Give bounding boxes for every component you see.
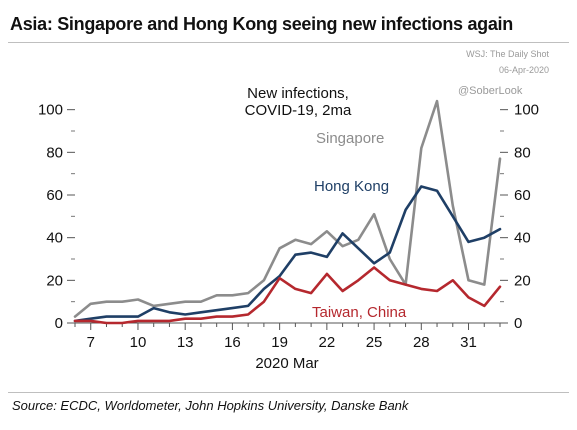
series-line-taiwan-china [73,266,502,325]
chart-labels: New infections, COVID-19, 2ma @SoberLook… [245,85,523,372]
y-tick-label-right: 80 [514,144,531,161]
x-tick-label: 10 [130,334,147,351]
x-tick-label: 22 [319,334,336,351]
y-tick-label-right: 0 [514,315,522,332]
y-tick-label-left: 20 [46,272,63,289]
chart-title: Asia: Singapore and Hong Kong seeing new… [10,14,513,34]
y-tick-label-right: 60 [514,187,531,204]
chart-subtitle-line-1: New infections, [247,85,349,102]
series-label-singapore: Singapore [316,130,384,147]
series-label-taiwan: Taiwan, China [312,304,407,321]
series-label-hong-kong: Hong Kong [314,178,389,195]
credit-block: WSJ: The Daily Shot 06-Apr-2020 [466,46,549,78]
source-note: Source: ECDC, Worldometer, John Hopkins … [12,398,409,413]
header-divider [8,42,569,43]
y-tick-label-left: 0 [55,315,63,332]
x-tick-label: 7 [87,334,95,351]
y-tick-label-left: 60 [46,187,63,204]
x-tick-label: 16 [224,334,241,351]
x-tick-label: 31 [460,334,477,351]
x-tick-label: 13 [177,334,194,351]
y-tick-label-right: 100 [514,102,539,119]
y-tick-label-right: 40 [514,230,531,247]
y-tick-label-left: 100 [38,102,63,119]
series-layer [73,99,502,325]
watermark-handle: @SoberLook [458,85,523,97]
x-tick-label: 25 [366,334,383,351]
y-tick-label-right: 20 [514,272,531,289]
series-line-singapore [73,99,502,318]
y-tick-label-left: 40 [46,230,63,247]
x-tick-label: 28 [413,334,430,351]
x-tick-label: 19 [271,334,288,351]
y-tick-label-left: 80 [46,144,63,161]
chart-subtitle-line-2: COVID-19, 2ma [245,102,352,119]
footer-divider [8,392,569,393]
credit-source: WSJ: The Daily Shot [466,49,549,59]
series-line-hong-kong [73,185,502,323]
axes: 0 20 40 60 80 100 0 20 40 60 80 100 7 10 13 16 19 22 25 28 3… [38,102,539,351]
credit-date: 06-Apr-2020 [498,65,549,75]
x-axis-title: 2020 Mar [255,355,318,372]
